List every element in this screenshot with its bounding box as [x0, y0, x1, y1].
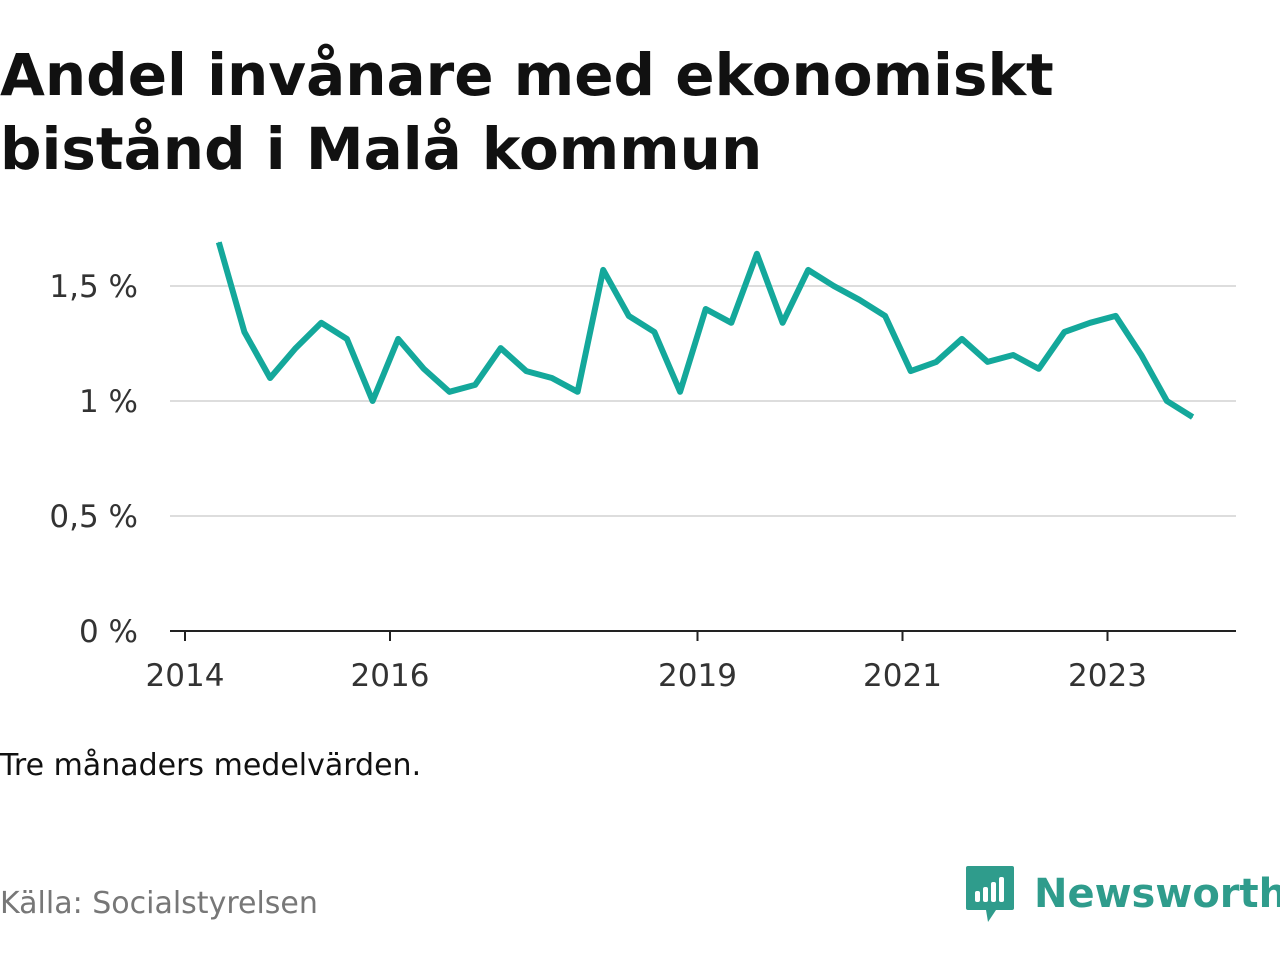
data-point [474, 384, 476, 386]
data-point [423, 368, 425, 370]
newsworthy-logo-icon [966, 866, 1014, 922]
y-axis-tick-labels: 0 % 0,5 % 1 % 1,5 % [49, 269, 138, 650]
x-tick-label: 2019 [658, 658, 737, 694]
y-tick-label: 0 % [79, 614, 138, 650]
data-point [1192, 416, 1194, 418]
data-point [243, 331, 245, 333]
x-tick-label: 2023 [1068, 658, 1147, 694]
y-tick-label: 0,5 % [49, 499, 138, 535]
newsworthy-logo: Newsworthy [964, 862, 1280, 926]
data-point [269, 377, 271, 379]
line-chart: 0 % 0,5 % 1 % 1,5 % 2014 2016 2019 2021 2023 [49, 241, 1236, 694]
data-point [525, 370, 527, 372]
series-line [215, 241, 1195, 420]
x-tick-label: 2016 [351, 658, 430, 694]
x-axis-ticks: 2014 2016 2019 2021 2023 [146, 631, 1147, 694]
data-point [833, 285, 835, 287]
data-point [628, 315, 630, 317]
data-point [1038, 368, 1040, 370]
data-point [577, 391, 579, 393]
source-credit: Källa: Socialstyrelsen [0, 886, 318, 921]
data-point [372, 400, 374, 402]
chart-note: Tre månaders medelvärden. [0, 748, 422, 783]
data-point [500, 347, 502, 349]
data-point [218, 241, 220, 243]
data-point [1089, 322, 1091, 324]
data-point [653, 331, 655, 333]
data-point [935, 361, 937, 363]
data-point [397, 338, 399, 340]
data-point [987, 361, 989, 363]
data-point [1140, 354, 1142, 356]
data-point [884, 315, 886, 317]
data-point [1115, 315, 1117, 317]
data-point [551, 377, 553, 379]
data-point [782, 322, 784, 324]
data-point [679, 391, 681, 393]
data-point [858, 299, 860, 301]
data-point [448, 391, 450, 393]
data-point [730, 322, 732, 324]
data-point [756, 253, 758, 255]
data-point [910, 370, 912, 372]
brand-name: Newsworthy [1034, 871, 1280, 917]
gridlines [170, 285, 1236, 517]
data-point [295, 347, 297, 349]
y-tick-label: 1 % [79, 384, 138, 420]
data-point [961, 338, 963, 340]
data-point [346, 338, 348, 340]
data-points [218, 241, 1194, 418]
data-point [1166, 400, 1168, 402]
data-point [1063, 331, 1065, 333]
y-tick-label: 1,5 % [49, 269, 138, 305]
x-tick-label: 2021 [863, 658, 942, 694]
data-point [705, 308, 707, 310]
chart-title: Andel invånare med ekonomiskt bistånd i … [0, 41, 1054, 183]
data-point [320, 322, 322, 324]
data-point [807, 269, 809, 271]
data-point [602, 269, 604, 271]
data-point [1012, 354, 1014, 356]
x-tick-label: 2014 [146, 658, 225, 694]
